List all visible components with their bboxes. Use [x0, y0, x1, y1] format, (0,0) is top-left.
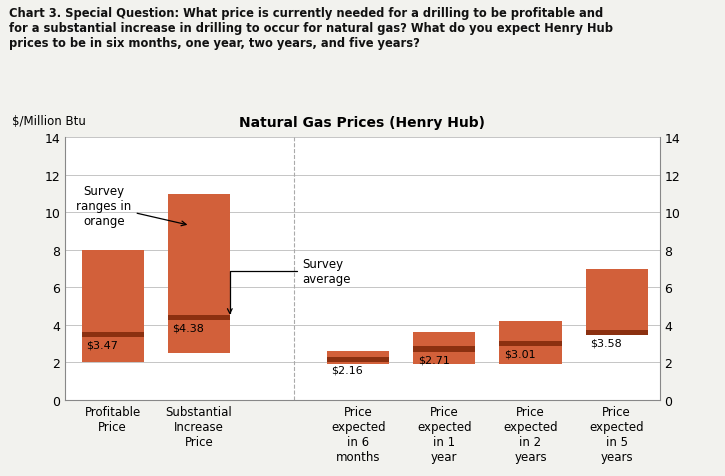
Text: Chart 3. Special Question: What price is currently needed for a drilling to be p: Chart 3. Special Question: What price is… — [9, 7, 613, 50]
Bar — [413, 333, 476, 364]
Text: $4.38: $4.38 — [172, 323, 204, 333]
Bar — [500, 321, 562, 364]
Text: Survey
average: Survey average — [228, 258, 351, 314]
Bar — [167, 194, 230, 353]
Bar — [82, 250, 144, 362]
Title: Natural Gas Prices (Henry Hub): Natural Gas Prices (Henry Hub) — [239, 116, 486, 130]
Bar — [327, 357, 389, 362]
Text: $3.01: $3.01 — [504, 349, 536, 359]
Bar — [586, 269, 647, 334]
Bar — [586, 330, 647, 336]
Text: $2.16: $2.16 — [331, 365, 363, 375]
Bar — [500, 341, 562, 346]
Bar — [82, 332, 144, 337]
Text: Survey
ranges in
orange: Survey ranges in orange — [76, 185, 186, 228]
Text: $2.71: $2.71 — [418, 355, 450, 365]
Text: $3.47: $3.47 — [86, 340, 117, 350]
Text: $3.58: $3.58 — [590, 338, 622, 348]
Bar — [327, 351, 389, 364]
Bar — [167, 315, 230, 320]
Text: $/Million Btu: $/Million Btu — [12, 115, 86, 128]
Bar — [413, 347, 476, 352]
